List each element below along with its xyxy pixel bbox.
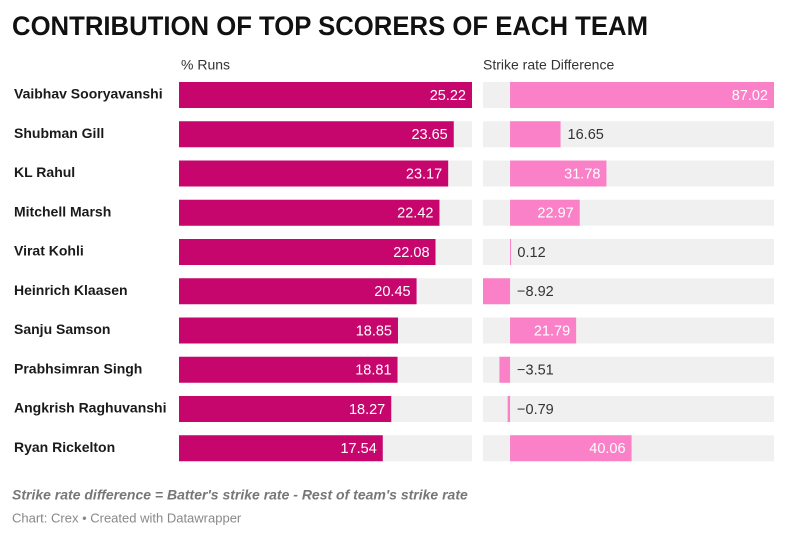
note: Strike rate difference = Batter's strike… xyxy=(12,487,468,503)
value-label: 23.17 xyxy=(406,166,442,182)
value-label: 22.97 xyxy=(537,206,573,222)
bar xyxy=(179,435,383,462)
row-label: KL Rahul xyxy=(14,164,75,180)
value-label: 17.54 xyxy=(340,441,376,457)
credit: Chart: Crex • Created with Datawrapper xyxy=(12,510,242,525)
bar xyxy=(179,239,436,265)
row-label: Prabhsimran Singh xyxy=(14,360,142,376)
bar xyxy=(510,82,774,108)
bar xyxy=(507,396,511,422)
row-label: Vaibhav Sooryavanshi xyxy=(14,86,163,102)
bar xyxy=(179,82,472,108)
bar xyxy=(179,396,392,422)
bar xyxy=(483,278,511,305)
row-label: Ryan Rickelton xyxy=(14,439,115,455)
bar xyxy=(179,199,440,226)
value-label: 31.78 xyxy=(564,166,600,182)
bar xyxy=(510,160,607,187)
row-label: Angkrish Raghuvanshi xyxy=(14,400,166,416)
value-label: 21.79 xyxy=(534,323,570,339)
value-label: 16.65 xyxy=(568,127,604,143)
bar xyxy=(179,317,398,344)
row-label: Shubman Gill xyxy=(14,125,104,141)
value-label: 25.22 xyxy=(430,88,466,104)
bar xyxy=(510,121,561,148)
value-label: 87.02 xyxy=(732,88,768,104)
value-label: 40.06 xyxy=(589,441,625,457)
value-label: 18.27 xyxy=(349,402,385,418)
value-label: 20.45 xyxy=(374,284,410,300)
row-label: Virat Kohli xyxy=(14,243,84,259)
bar xyxy=(510,435,632,462)
value-label: 18.85 xyxy=(356,323,392,339)
value-label: −8.92 xyxy=(517,284,554,300)
column-header: Strike rate Difference xyxy=(483,57,614,73)
value-label: 0.12 xyxy=(517,245,545,261)
bar-background xyxy=(483,396,774,422)
bar xyxy=(510,317,577,344)
row-label: Heinrich Klaasen xyxy=(14,282,128,298)
value-label: −3.51 xyxy=(517,363,554,379)
value-label: 18.81 xyxy=(355,363,391,379)
row-label: Mitchell Marsh xyxy=(14,203,111,219)
column-header: % Runs xyxy=(181,57,230,73)
bar-background xyxy=(483,278,774,305)
value-label: −0.79 xyxy=(517,402,554,418)
bar-background xyxy=(483,356,774,383)
value-label: 22.08 xyxy=(393,245,429,261)
bar xyxy=(179,121,454,148)
title: CONTRIBUTION OF TOP SCORERS OF EACH TEAM xyxy=(12,11,648,41)
bar xyxy=(179,278,417,305)
bar xyxy=(179,356,398,383)
bar xyxy=(179,160,449,187)
bar xyxy=(499,356,511,383)
bar xyxy=(510,239,512,265)
value-label: 23.65 xyxy=(411,127,447,143)
row-label: Sanju Samson xyxy=(14,321,110,337)
bar xyxy=(510,199,580,226)
bar-background xyxy=(483,239,774,265)
value-label: 22.42 xyxy=(397,206,433,222)
